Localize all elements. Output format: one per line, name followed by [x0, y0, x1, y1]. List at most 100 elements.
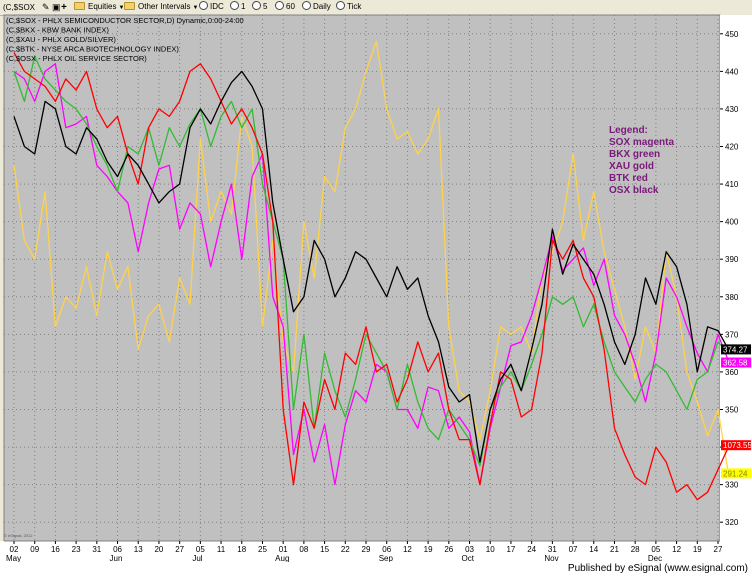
- x-month-label: Jul: [192, 554, 202, 562]
- interval-60[interactable]: 60: [275, 1, 295, 13]
- chart-title-line: (C,$BTK - NYSE ARCA BIOTECHNOLOGY INDEX): [6, 45, 179, 54]
- other-intervals-dropdown[interactable]: Other Intervals ▼: [124, 1, 198, 13]
- x-tick-label: 03: [465, 545, 474, 554]
- x-month-label: Oct: [462, 554, 475, 562]
- price-tag-label: 374.27: [723, 345, 748, 354]
- legend-title: Legend:: [609, 125, 648, 136]
- y-tick-label: 400: [725, 218, 739, 227]
- series-line: [13, 40, 730, 474]
- x-month-label: May: [6, 554, 21, 562]
- y-tick-label: 320: [725, 518, 739, 527]
- x-tick-label: 15: [320, 545, 329, 554]
- price-tag: [721, 468, 751, 479]
- price-tag-label: 291.24: [723, 469, 748, 478]
- legend-item-btk: BTK red: [609, 173, 648, 184]
- published-by-text: Published by eSignal (www.esignal.com): [567, 563, 748, 574]
- price-axis-panel: [720, 15, 752, 541]
- series-line: [13, 63, 730, 486]
- x-tick-label: 13: [134, 545, 143, 554]
- symbol-field[interactable]: (C,$SOX: [3, 3, 36, 12]
- y-tick-label: 390: [725, 255, 739, 264]
- equities-dropdown[interactable]: Equities ▼: [74, 1, 124, 13]
- interval-1[interactable]: 1: [230, 1, 245, 13]
- x-tick-label: 31: [92, 545, 101, 554]
- radio-icon: [252, 1, 261, 10]
- interval-label: Tick: [347, 2, 362, 11]
- chart-legend: Legend: SOX magenta BKX green XAU gold B…: [609, 125, 674, 197]
- x-tick-label: 28: [631, 545, 640, 554]
- toolbar: (C,$SOX ✎ ▣ + Equities ▼ Other Intervals ▼…: [0, 0, 752, 16]
- series-lines: [13, 40, 730, 501]
- chart-title-line: (C,$BKX - KBW BANK INDEX): [6, 26, 109, 35]
- x-tick-label: 20: [154, 545, 163, 554]
- folder-icon: [124, 2, 135, 10]
- y-tick-label: 420: [725, 143, 739, 152]
- radio-icon: [199, 1, 208, 10]
- chevron-down-icon: ▼: [192, 5, 199, 11]
- folder-icon: [74, 2, 85, 10]
- y-tick-label: 360: [725, 368, 739, 377]
- interval-tick[interactable]: Tick: [336, 1, 361, 13]
- series-line: [13, 52, 729, 501]
- x-tick-label: 12: [403, 545, 412, 554]
- price-tag: [721, 344, 751, 355]
- draw-tool-icon[interactable]: ✎: [42, 2, 50, 12]
- series-line: [13, 55, 729, 467]
- x-tick-label: 19: [424, 545, 433, 554]
- x-month-label: Aug: [275, 554, 289, 562]
- x-tick-label: 17: [506, 545, 515, 554]
- interval-label: 60: [286, 2, 295, 11]
- y-tick-label: 380: [725, 293, 739, 302]
- other-intervals-label: Other Intervals: [138, 2, 191, 11]
- interval-5[interactable]: 5: [252, 1, 267, 13]
- x-tick-label: 23: [72, 545, 81, 554]
- x-tick-label: 08: [299, 545, 308, 554]
- x-tick-label: 05: [196, 545, 205, 554]
- chart-title-line: (C,$SOX - PHLX SEMICONDUCTOR SECTOR,D) D…: [6, 16, 244, 25]
- x-tick-label: 18: [237, 545, 246, 554]
- x-tick-label: 19: [693, 545, 702, 554]
- x-month-label: Sep: [379, 554, 394, 562]
- series-line: [13, 70, 729, 463]
- legend-item-xau: XAU gold: [609, 161, 654, 172]
- x-tick-label: 27: [175, 545, 184, 554]
- x-month-label: Jun: [110, 554, 123, 562]
- footer-bar: Published by eSignal (www.esignal.com): [0, 562, 752, 576]
- x-tick-label: 06: [113, 545, 122, 554]
- x-tick-label: 10: [486, 545, 495, 554]
- equities-label: Equities: [88, 2, 117, 11]
- x-tick-label: 09: [30, 545, 39, 554]
- x-tick-label: 27: [714, 545, 723, 554]
- x-tick-label: 21: [610, 545, 619, 554]
- y-tick-label: 450: [725, 30, 739, 39]
- y-tick-label: 440: [725, 67, 739, 76]
- price-tag: [721, 357, 751, 368]
- x-tick-label: 24: [527, 545, 536, 554]
- y-tick-label: 430: [725, 105, 739, 114]
- price-tag: [721, 440, 751, 451]
- y-tick-label: 410: [725, 180, 739, 189]
- x-tick-label: 29: [362, 545, 371, 554]
- x-tick-label: 26: [444, 545, 453, 554]
- interval-label: 5: [263, 2, 268, 11]
- add-icon[interactable]: +: [61, 2, 67, 13]
- save-icon[interactable]: ▣: [52, 2, 61, 12]
- x-month-label: Nov: [544, 554, 558, 562]
- radio-icon: [302, 1, 311, 10]
- price-tag-label: 362.58: [723, 359, 748, 368]
- radio-icon: [275, 1, 284, 10]
- x-tick-label: 07: [569, 545, 578, 554]
- copyright-watermark: © eSignal, 2012: [4, 533, 33, 538]
- interval-daily[interactable]: Daily: [302, 1, 331, 13]
- interval-label: 1: [241, 2, 246, 11]
- interval-idc[interactable]: IDC: [199, 1, 224, 13]
- x-tick-label: 22: [341, 545, 350, 554]
- price-tag-label: 1073.55: [723, 441, 752, 450]
- interval-label: Daily: [313, 2, 331, 11]
- y-tick-label: 370: [725, 330, 739, 339]
- x-tick-label: 01: [279, 545, 288, 554]
- y-tick-label: 330: [725, 481, 739, 490]
- x-tick-label: 31: [548, 545, 557, 554]
- legend-item-bkx: BKX green: [609, 149, 661, 160]
